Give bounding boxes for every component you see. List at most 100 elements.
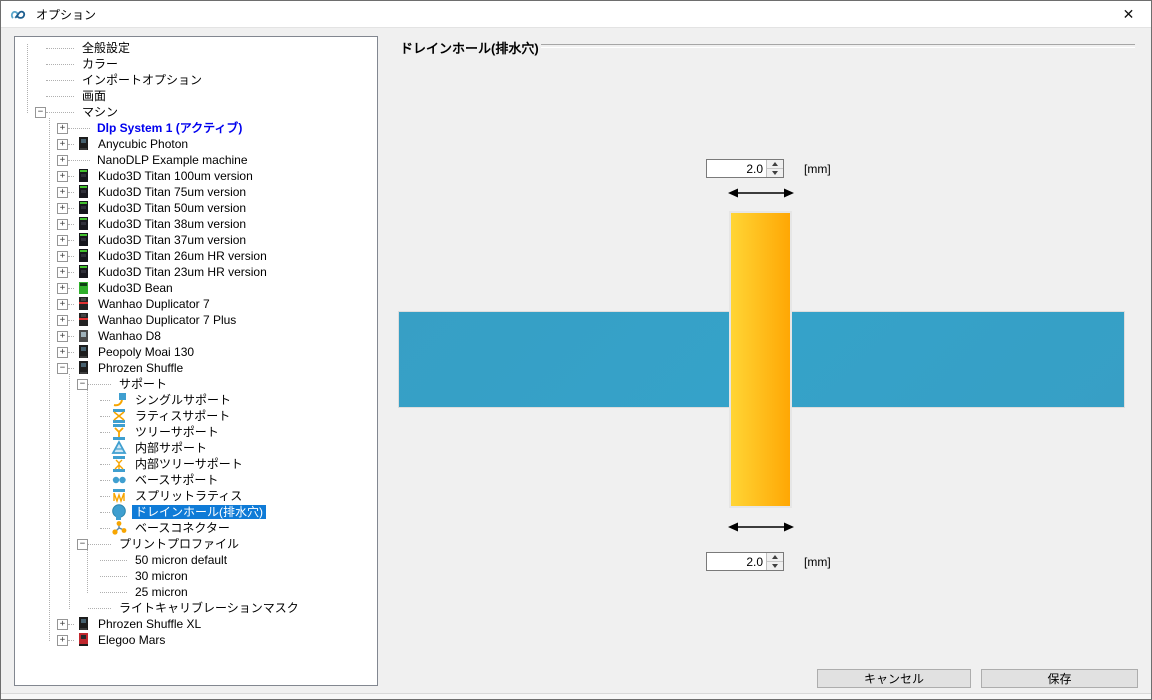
- tree-item-label: Peopoly Moai 130: [98, 345, 195, 359]
- tree-item[interactable]: ツリーサポート: [15, 424, 377, 440]
- expand-icon[interactable]: +: [57, 346, 68, 358]
- tree-connector: [88, 607, 111, 609]
- tree-item[interactable]: + Anycubic Photon: [15, 136, 377, 152]
- tree-item-label: ドレインホール(排水穴): [132, 505, 266, 519]
- tree-item[interactable]: 内部サポート: [15, 440, 377, 456]
- save-button[interactable]: 保存: [981, 669, 1138, 688]
- bottom-spin-down-button[interactable]: [767, 561, 783, 570]
- collapse-icon[interactable]: −: [77, 378, 88, 390]
- tree-indent: [15, 48, 35, 49]
- tree-item-label: Wanhao Duplicator 7: [98, 297, 210, 311]
- tree-item-label: 30 micron: [135, 569, 188, 583]
- cancel-button[interactable]: キャンセル: [817, 669, 971, 688]
- tree-item[interactable]: 25 micron: [15, 584, 377, 600]
- tree-item[interactable]: 30 micron: [15, 568, 377, 584]
- tree-connector: [68, 159, 90, 161]
- tree-indent: [15, 624, 57, 625]
- tree-indent: [15, 240, 57, 241]
- tree-item[interactable]: − プリントプロファイル: [15, 536, 377, 552]
- tree-item[interactable]: − Phrozen Shuffle: [15, 360, 377, 376]
- internal-tree-support-icon: [110, 456, 127, 472]
- expand-icon[interactable]: +: [57, 634, 68, 646]
- expand-icon[interactable]: +: [57, 234, 68, 246]
- title-bar: オプション ✕: [1, 1, 1151, 28]
- tree-item[interactable]: シングルサポート: [15, 392, 377, 408]
- tree-item-label: マシン: [82, 105, 119, 119]
- tree-item[interactable]: + Peopoly Moai 130: [15, 344, 377, 360]
- expand-icon[interactable]: +: [57, 250, 68, 262]
- tree-indent: [15, 512, 100, 513]
- tree-item[interactable]: − サポート: [15, 376, 377, 392]
- tree-item[interactable]: + NanoDLP Example machine: [15, 152, 377, 168]
- split-lattice-icon: [110, 488, 127, 504]
- tree-item[interactable]: ラティスサポート: [15, 408, 377, 424]
- tree-item-label: Wanhao D8: [98, 329, 161, 343]
- tree-item[interactable]: + Kudo3D Titan 37um version: [15, 232, 377, 248]
- tree-connector: [68, 319, 74, 321]
- expand-icon[interactable]: +: [57, 218, 68, 230]
- tree-item[interactable]: + Kudo3D Bean: [15, 280, 377, 296]
- tree-item[interactable]: 画面: [15, 88, 377, 104]
- collapse-icon[interactable]: −: [77, 538, 88, 550]
- expand-icon[interactable]: +: [57, 266, 68, 278]
- tree-item[interactable]: + Phrozen Shuffle XL: [15, 616, 377, 632]
- tree-item[interactable]: + Wanhao D8: [15, 328, 377, 344]
- printer-redstripe-icon: [74, 296, 91, 312]
- expand-icon[interactable]: +: [57, 138, 68, 150]
- tree-item[interactable]: + Kudo3D Titan 23um HR version: [15, 264, 377, 280]
- tree-connector: [68, 255, 74, 257]
- expand-icon[interactable]: +: [57, 298, 68, 310]
- printer-black-icon: [74, 360, 91, 376]
- tree-item[interactable]: + Kudo3D Titan 38um version: [15, 216, 377, 232]
- tree-item[interactable]: ベースサポート: [15, 472, 377, 488]
- tree-item[interactable]: カラー: [15, 56, 377, 72]
- expand-icon[interactable]: +: [57, 154, 68, 166]
- tree-item[interactable]: + Dlp System 1 (アクティブ): [15, 120, 377, 136]
- tree-item[interactable]: + Elegoo Mars: [15, 632, 377, 648]
- tree-item[interactable]: ベースコネクター: [15, 520, 377, 536]
- tree-item-label: ベースサポート: [135, 473, 219, 487]
- expand-icon[interactable]: +: [57, 330, 68, 342]
- tree-item-label: 画面: [82, 89, 107, 103]
- collapse-icon[interactable]: −: [57, 362, 68, 374]
- tree-item[interactable]: 全般設定: [15, 40, 377, 56]
- single-support-icon: [110, 392, 127, 408]
- printer-black-icon: [74, 136, 91, 152]
- expand-icon[interactable]: +: [57, 314, 68, 326]
- expand-icon[interactable]: +: [57, 282, 68, 294]
- expand-icon[interactable]: +: [57, 202, 68, 214]
- tree-item[interactable]: 50 micron default: [15, 552, 377, 568]
- top-spin-down-button[interactable]: [767, 168, 783, 177]
- expand-icon[interactable]: +: [57, 170, 68, 182]
- tree-item[interactable]: スプリットラティス: [15, 488, 377, 504]
- tree-connector: [100, 527, 110, 529]
- tree-item[interactable]: + Kudo3D Titan 75um version: [15, 184, 377, 200]
- tree-indent: [15, 592, 100, 593]
- tree-item[interactable]: 内部ツリーサポート: [15, 456, 377, 472]
- tree-indent: [15, 608, 77, 609]
- tree-item[interactable]: ライトキャリブレーションマスク: [15, 600, 377, 616]
- tree-guide: [87, 550, 88, 593]
- tree-item[interactable]: + Kudo3D Titan 26um HR version: [15, 248, 377, 264]
- expand-icon[interactable]: +: [57, 618, 68, 630]
- top-diameter-input[interactable]: [707, 160, 766, 177]
- tree-item[interactable]: ドレインホール(排水穴): [15, 504, 377, 520]
- base-connector-icon: [110, 520, 127, 536]
- spin-up-icon: [772, 162, 778, 166]
- bottom-diameter-input[interactable]: [707, 553, 766, 570]
- tree-item[interactable]: + Kudo3D Titan 50um version: [15, 200, 377, 216]
- bottom-spin-up-button[interactable]: [767, 553, 783, 561]
- tree-item[interactable]: + Wanhao Duplicator 7 Plus: [15, 312, 377, 328]
- tree-item[interactable]: − マシン: [15, 104, 377, 120]
- expand-icon[interactable]: +: [57, 122, 68, 134]
- tree-item-label: 50 micron default: [135, 553, 228, 567]
- tree-item[interactable]: インポートオプション: [15, 72, 377, 88]
- tree-item[interactable]: + Kudo3D Titan 100um version: [15, 168, 377, 184]
- close-button[interactable]: ✕: [1106, 1, 1151, 27]
- tree-item-label: Kudo3D Titan 100um version: [98, 169, 253, 183]
- expand-icon[interactable]: +: [57, 186, 68, 198]
- collapse-icon[interactable]: −: [35, 106, 46, 118]
- tree-item[interactable]: + Wanhao Duplicator 7: [15, 296, 377, 312]
- top-spin-up-button[interactable]: [767, 160, 783, 168]
- tree-item-label: 内部サポート: [135, 441, 208, 455]
